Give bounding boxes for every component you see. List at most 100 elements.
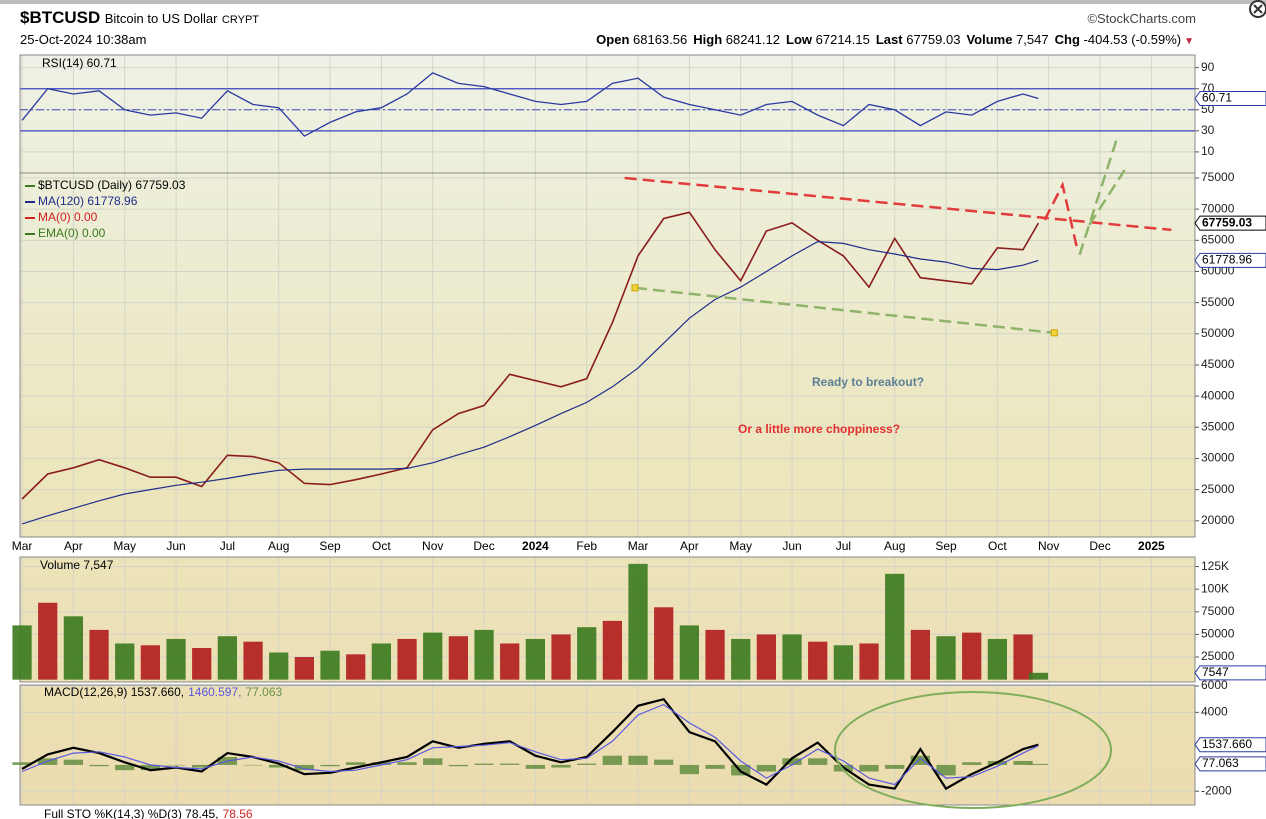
value-box-label: 61778.96 <box>1202 253 1252 267</box>
title-part: 77.063 <box>245 685 282 699</box>
trendline <box>1088 169 1126 226</box>
down-arrow: ▼ <box>1184 36 1194 47</box>
bar <box>628 563 648 680</box>
annotation: Or a little more choppiness? <box>738 422 900 436</box>
bar <box>243 764 263 766</box>
bar <box>269 652 289 680</box>
x-tick-label: Jul <box>836 539 851 553</box>
bar <box>602 755 623 765</box>
symbol-name: Bitcoin to US Dollar <box>104 11 218 26</box>
x-tick-label: Dec <box>1089 539 1110 553</box>
bar <box>1028 672 1049 680</box>
y-tick-label: 65000 <box>1201 232 1235 246</box>
trendline-end <box>1050 329 1058 337</box>
x-tick-label: May <box>729 539 752 553</box>
bar <box>602 620 623 680</box>
y-tick-label: -2000 <box>1201 783 1232 797</box>
bar <box>63 616 84 680</box>
bar <box>115 643 135 680</box>
bar <box>243 641 263 680</box>
panel-title: RSI(14) 60.71 <box>42 56 117 70</box>
bar <box>859 643 879 680</box>
bar <box>346 762 366 765</box>
y-tick-label: 90 <box>1201 60 1215 74</box>
quote-label: Chg <box>1054 32 1080 47</box>
bar <box>525 764 546 769</box>
x-tick-label: Nov <box>422 539 443 553</box>
bar <box>38 602 58 680</box>
legend-label: MA(0) 0.00 <box>38 210 98 224</box>
y-tick-label: 30 <box>1201 123 1215 137</box>
trendline-end <box>631 284 639 292</box>
trendline <box>1043 181 1079 251</box>
bar <box>12 625 32 680</box>
bar <box>371 643 392 680</box>
bar <box>705 629 725 680</box>
bar <box>294 657 315 680</box>
x-tick-label: Mar <box>12 539 33 553</box>
quote-value: 7,547 <box>1016 32 1049 47</box>
bar <box>448 764 469 767</box>
x-tick-label: Jul <box>220 539 235 553</box>
value-box-label: 67759.03 <box>1202 215 1252 229</box>
title-part: 1460.597, <box>188 685 241 699</box>
bar <box>217 636 238 680</box>
x-tick-label: Apr <box>64 539 83 553</box>
bar <box>192 647 212 680</box>
bar <box>294 764 315 771</box>
footer-part: 78.56 <box>223 807 253 819</box>
bar <box>500 643 520 680</box>
bar <box>371 762 392 765</box>
y-tick-label: 10 <box>1201 144 1215 158</box>
y-tick-label: 25000 <box>1201 482 1235 496</box>
close-icon-x[interactable] <box>1253 4 1263 14</box>
bar <box>474 763 494 765</box>
bar <box>679 764 700 775</box>
value-box-label: 77.063 <box>1202 756 1239 770</box>
bar <box>423 632 443 680</box>
bar <box>1013 634 1033 680</box>
legend-label: MA(120) 61778.96 <box>38 194 138 208</box>
trendline <box>634 286 1055 335</box>
x-tick-label: 2025 <box>1138 539 1165 553</box>
bar <box>166 638 186 680</box>
title-part: MACD(12,26,9) 1537.660, <box>44 685 184 699</box>
x-tick-label: Feb <box>576 539 597 553</box>
y-tick-label: 35000 <box>1201 419 1235 433</box>
bar <box>808 758 828 765</box>
panel-title: Volume 7,547 <box>40 558 114 572</box>
bar <box>808 641 828 680</box>
source: ©StockCharts.com <box>1087 11 1196 26</box>
panel-border <box>19 172 1196 538</box>
x-tick-label: Oct <box>372 539 391 553</box>
y-tick-label: 50000 <box>1201 627 1235 641</box>
bar <box>782 634 802 680</box>
legend-label: EMA(0) 0.00 <box>38 226 106 240</box>
y-tick-label: 30000 <box>1201 451 1235 465</box>
y-tick-label: 125K <box>1201 559 1229 573</box>
quote-label: High <box>693 32 723 47</box>
quote-value: -404.53 (-0.59%) <box>1083 32 1182 47</box>
trendline <box>624 176 1172 232</box>
annotation: Ready to breakout? <box>812 375 924 389</box>
bar <box>1028 763 1049 765</box>
y-tick-label: 20000 <box>1201 513 1235 527</box>
bar <box>577 763 597 765</box>
quote-value: 67214.15 <box>815 32 870 47</box>
x-tick-label: Sep <box>935 539 957 553</box>
bar <box>551 634 571 680</box>
bar <box>423 758 443 765</box>
bar <box>63 759 84 765</box>
bar <box>936 764 956 776</box>
date: 25-Oct-2024 10:38am <box>20 32 147 47</box>
footer-title: Full STO %K(14,3) %D(3) 78.45, 78.56 <box>44 807 253 819</box>
quote-label: Volume <box>966 32 1013 47</box>
value-box-label: 7547 <box>1202 665 1229 679</box>
x-tick-label: 2024 <box>522 539 549 553</box>
bar <box>782 758 802 765</box>
y-tick-label: 6000 <box>1201 678 1228 692</box>
x-tick-label: Jun <box>166 539 185 553</box>
y-tick-label: 50000 <box>1201 326 1235 340</box>
y-tick-label: 100K <box>1201 581 1229 595</box>
